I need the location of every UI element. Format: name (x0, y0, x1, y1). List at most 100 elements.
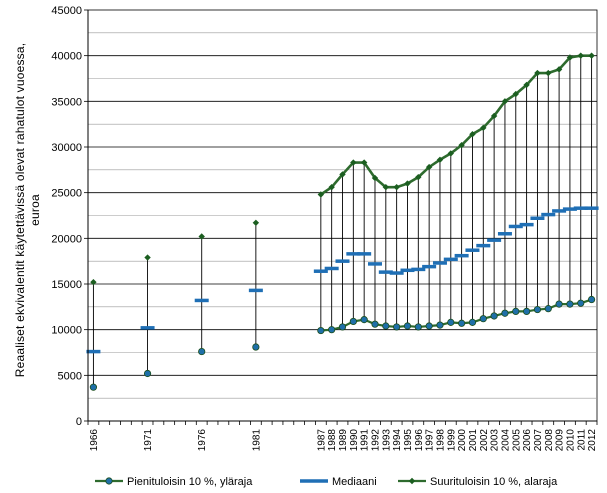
low-series-point (425, 322, 433, 330)
x-tick-label: 2004 (500, 429, 511, 452)
high-series-point (501, 98, 509, 105)
low-series-point (447, 318, 455, 326)
x-tick-label: 1999 (446, 429, 457, 452)
high-series-point (393, 183, 400, 191)
high-series-point (436, 156, 444, 163)
high-series-point (317, 191, 325, 198)
high-series-point (469, 131, 476, 138)
high-series-point (371, 174, 379, 182)
high-series-point (350, 159, 357, 166)
x-tick-label: 2011 (576, 429, 587, 451)
x-tick-label: 1987 (316, 429, 327, 452)
x-tick-label: 1994 (392, 429, 403, 452)
low-series-point (317, 326, 325, 335)
low-series-point (371, 320, 379, 328)
low-series-point (393, 323, 401, 331)
x-tick-label: 2003 (490, 429, 501, 452)
x-tick-label: 1990 (349, 429, 360, 452)
y-tick-label: 5000 (58, 370, 82, 382)
low-series-point (436, 321, 444, 329)
x-tick-label: 1993 (381, 429, 392, 452)
x-tick-label: 2010 (565, 429, 576, 452)
low-series-point (479, 315, 487, 323)
median-series (86, 206, 599, 354)
y-tick-label: 20000 (51, 233, 82, 245)
x-tick-label: 1995 (403, 429, 414, 452)
x-tick-label: 1991 (360, 429, 371, 452)
low-series-point (544, 305, 552, 313)
legend-label: Mediaani (332, 476, 377, 488)
high-series-point (360, 159, 368, 166)
high-series-point (523, 81, 530, 89)
low-series-point (89, 383, 98, 391)
low-series-point (533, 305, 542, 314)
y-tick-label: 0 (76, 416, 82, 428)
x-tick-label: 2001 (468, 429, 479, 452)
low-series-point (382, 322, 390, 330)
high-series-point (458, 141, 465, 149)
x-tick-labels: 1966 1971 1976 1981 1987 1988 1989 1990 1991 1992… (89, 429, 598, 452)
x-tick-label: 1997 (425, 429, 436, 452)
x-tick-label: 1996 (414, 429, 425, 452)
low-series-point (555, 300, 563, 308)
hilo-lines (92, 55, 593, 388)
y-tick-label: 40000 (51, 51, 82, 63)
y-tick-label: 25000 (51, 188, 82, 200)
x-tick-label: 2006 (522, 429, 533, 452)
high-series-point (588, 52, 595, 59)
low-series-point (523, 307, 531, 315)
x-tick-label: 1988 (327, 429, 338, 452)
high-series-point (480, 124, 487, 132)
series-markers (89, 52, 596, 391)
high-series-point (328, 183, 335, 191)
low-series-point (490, 312, 498, 320)
low-series-point (252, 343, 260, 351)
low-series-point (501, 309, 509, 317)
legend-label: Pienituloisin 10 %, yläraja (127, 476, 253, 488)
low-series-point (403, 322, 412, 330)
high-series-point (555, 66, 563, 73)
low-series-point (512, 307, 520, 315)
x-tick-label: 2008 (544, 429, 555, 452)
high-series-point (512, 90, 519, 98)
y-tick-label: 45000 (51, 5, 82, 17)
y-tick-label: 10000 (51, 325, 82, 337)
low-series-point (566, 300, 574, 308)
low-series-point (349, 317, 357, 326)
high-series-point (339, 171, 346, 178)
low-series-point (143, 369, 152, 378)
high-series-point (545, 69, 552, 77)
x-tick-label: 1989 (338, 429, 349, 452)
x-tick-label: 2009 (555, 429, 566, 452)
x-tick-label: 1976 (197, 429, 208, 452)
x-tick-label: 1998 (435, 429, 446, 452)
y-axis-title-line-2: euroa (28, 194, 42, 226)
legend: Pienituloisin 10 %, yläraja Mediaani Suuri… (95, 476, 558, 488)
low-series-point (414, 323, 422, 331)
low-series-point (328, 326, 336, 334)
high-series-point (566, 54, 574, 61)
y-tick-label: 35000 (51, 96, 82, 108)
low-series-point (198, 347, 206, 356)
high-series-point (447, 150, 454, 157)
x-tick-label: 1971 (143, 429, 154, 452)
y-tick-label: 30000 (51, 142, 82, 154)
y-tick-labels: 0 5000 10000 15000 20000 25000 30000 35000 40000… (51, 5, 82, 428)
high-series-point (577, 52, 584, 59)
high-series-point (198, 233, 205, 240)
x-tick-label: 2012 (587, 429, 598, 452)
legend-swatch-marker (408, 477, 416, 485)
x-tick-label: 1966 (89, 429, 100, 452)
x-tick-label: 2002 (479, 429, 490, 452)
axes (84, 9, 598, 425)
high-series-point (382, 183, 390, 191)
high-series-point (534, 69, 541, 77)
legend-label: Suurituloisin 10 %, alaraja (430, 476, 558, 488)
y-tick-label: 15000 (51, 279, 82, 291)
high-series-point (252, 219, 260, 227)
y-axis-title-line-1: Reaaliset ekvivalentit käytettävissä ole… (13, 43, 27, 378)
high-series-point (144, 254, 151, 261)
low-series-point (338, 323, 347, 331)
low-series-point (468, 318, 477, 326)
